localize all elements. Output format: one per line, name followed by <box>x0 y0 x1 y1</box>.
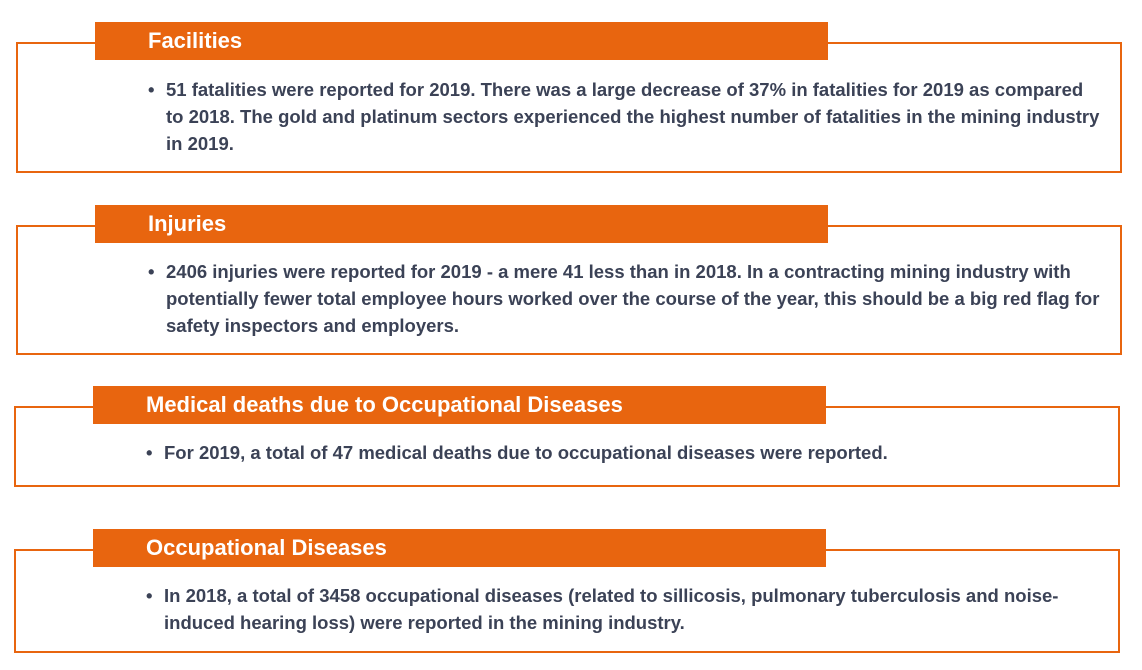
bullet-marker: • <box>146 585 153 606</box>
injuries-section <box>16 225 1122 355</box>
occupational-diseases-bullet-item: • In 2018, a total of 3458 occupational … <box>146 582 1101 636</box>
facilities-header: Facilities <box>95 22 828 60</box>
medical-deaths-bullet-item: • For 2019, a total of 47 medical deaths… <box>146 439 1101 466</box>
occupational-diseases-header: Occupational Diseases <box>93 529 826 567</box>
injuries-header: Injuries <box>95 205 828 243</box>
injuries-text: 2406 injuries were reported for 2019 - a… <box>166 261 1100 336</box>
facilities-bullet-item: • 51 fatalities were reported for 2019. … <box>148 76 1103 157</box>
facilities-text: 51 fatalities were reported for 2019. Th… <box>166 79 1100 154</box>
bullet-marker: • <box>148 261 155 282</box>
bullet-marker: • <box>146 442 153 463</box>
occupational-diseases-text: In 2018, a total of 3458 occupational di… <box>164 585 1059 633</box>
bullet-marker: • <box>148 79 155 100</box>
medical-deaths-text: For 2019, a total of 47 medical deaths d… <box>164 442 888 463</box>
injuries-bullet-item: • 2406 injuries were reported for 2019 -… <box>148 258 1103 339</box>
medical-deaths-header: Medical deaths due to Occupational Disea… <box>93 386 826 424</box>
